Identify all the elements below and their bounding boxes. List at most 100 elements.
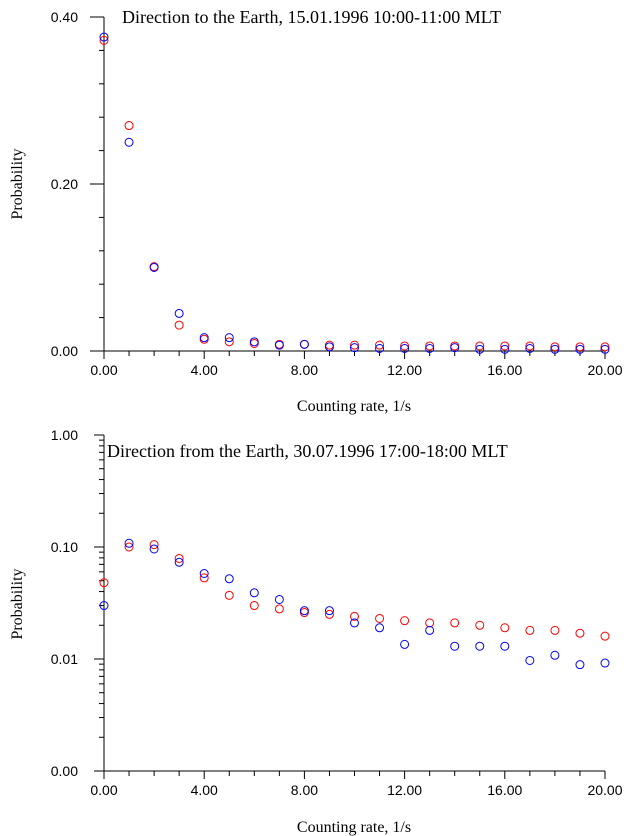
- blue-series-point: [249, 588, 259, 598]
- red-series-point: [124, 121, 134, 131]
- blue-series-point: [550, 344, 560, 354]
- blue-series-point: [425, 343, 435, 353]
- red-series-point: [600, 342, 610, 352]
- red-series-point: [550, 625, 560, 635]
- chart-bottom-title: Direction from the Earth, 30.07.1996 17:…: [107, 441, 508, 461]
- blue-series-point: [149, 544, 159, 554]
- blue-series-point: [500, 641, 510, 651]
- blue-series-point: [149, 263, 159, 272]
- blue-series-point: [525, 655, 535, 665]
- red-series-point: [199, 573, 209, 583]
- y-tick-label: 0.40: [51, 9, 78, 25]
- red-series-point: [375, 613, 385, 623]
- blue-series-point: [400, 343, 410, 353]
- red-series-point: [400, 616, 410, 626]
- blue-series-point: [174, 557, 184, 567]
- red-series-point: [324, 609, 334, 619]
- blue-series-point: [299, 606, 309, 616]
- blue-series-point: [575, 344, 585, 354]
- x-tick-label: 8.00: [291, 782, 318, 798]
- blue-series-point: [224, 574, 234, 584]
- red-series-point: [500, 623, 510, 633]
- x-tick-label: 0.00: [90, 782, 117, 798]
- x-tick-label: 16.00: [487, 362, 522, 378]
- red-series-point: [350, 340, 359, 350]
- red-series-point: [224, 590, 234, 600]
- blue-series-point: [99, 32, 109, 42]
- blue-series-point: [174, 308, 184, 318]
- chart-bottom-probability-log: Direction from the Earth, 30.07.1996 17:…: [9, 427, 623, 836]
- x-tick-label: 16.00: [487, 782, 522, 798]
- y-tick-label: 0.20: [51, 176, 78, 192]
- x-tick-label: 12.00: [387, 782, 422, 798]
- blue-series-point: [199, 333, 209, 343]
- red-series-point: [475, 620, 485, 630]
- blue-series-point: [99, 601, 109, 611]
- y-tick-label: 1.00: [51, 427, 78, 443]
- x-tick-label: 4.00: [191, 362, 218, 378]
- blue-series-point: [199, 568, 209, 578]
- blue-series-point: [500, 344, 510, 354]
- red-series-point: [600, 631, 610, 641]
- red-series-point: [124, 542, 134, 552]
- red-series-point: [500, 341, 510, 351]
- blue-series-point: [249, 337, 259, 347]
- blue-series-point: [274, 594, 284, 604]
- chart-top-probability-linear: Direction to the Earth, 15.01.1996 10:00…: [9, 7, 623, 415]
- x-tick-label: 8.00: [291, 362, 318, 378]
- blue-series-point: [224, 333, 234, 343]
- red-series-point: [174, 320, 184, 330]
- blue-series-point: [450, 343, 460, 353]
- red-series-point: [450, 618, 460, 628]
- x-tick-label: 4.00: [191, 782, 218, 798]
- red-series-point: [575, 628, 585, 638]
- x-tick-label: 20.00: [587, 362, 622, 378]
- y-tick-label: 0.10: [51, 539, 78, 555]
- blue-series-point: [124, 137, 134, 147]
- red-series-point: [375, 340, 385, 350]
- blue-series-point: [550, 650, 560, 660]
- blue-series-point: [350, 343, 359, 353]
- red-series-point: [149, 540, 159, 550]
- chart-top-title: Direction to the Earth, 15.01.1996 10:00…: [122, 7, 501, 27]
- y-tick-label: 0.00: [51, 343, 78, 359]
- y-tick-label: 0.01: [51, 651, 78, 667]
- red-series-point: [550, 342, 560, 352]
- red-series-point: [475, 341, 485, 351]
- red-series-point: [299, 608, 309, 618]
- blue-series-point: [475, 344, 485, 354]
- chart-bottom-ylabel: Probability: [9, 568, 26, 639]
- red-series-point: [525, 625, 535, 635]
- blue-series-point: [299, 339, 309, 349]
- blue-series-point: [375, 623, 385, 633]
- red-series-point: [525, 341, 535, 351]
- chart-top-xlabel: Counting rate, 1/s: [297, 398, 411, 415]
- chart-top-ylabel: Probability: [9, 148, 26, 219]
- blue-series-point: [425, 625, 435, 635]
- red-series-point: [99, 35, 109, 45]
- x-tick-label: 0.00: [90, 362, 117, 378]
- x-tick-label: 12.00: [387, 362, 422, 378]
- blue-series-point: [600, 658, 610, 668]
- blue-series-point: [475, 641, 485, 651]
- blue-series-point: [400, 639, 410, 649]
- red-series-point: [425, 341, 435, 351]
- blue-series-point: [124, 538, 134, 548]
- red-series-point: [575, 342, 585, 352]
- red-series-point: [425, 618, 435, 628]
- blue-series-point: [350, 618, 359, 628]
- blue-series-point: [274, 340, 284, 350]
- red-series-point: [224, 337, 234, 347]
- red-series-point: [99, 578, 109, 588]
- y-tick-label: 0.00: [51, 763, 78, 779]
- blue-series-point: [525, 343, 535, 353]
- blue-series-point: [450, 641, 460, 651]
- blue-series-point: [324, 342, 334, 352]
- blue-series-point: [575, 660, 585, 670]
- blue-series-point: [375, 343, 385, 353]
- red-series-point: [350, 611, 359, 621]
- blue-series-point: [600, 344, 610, 354]
- chart-bottom-xlabel: Counting rate, 1/s: [297, 819, 411, 836]
- blue-series-point: [324, 606, 334, 616]
